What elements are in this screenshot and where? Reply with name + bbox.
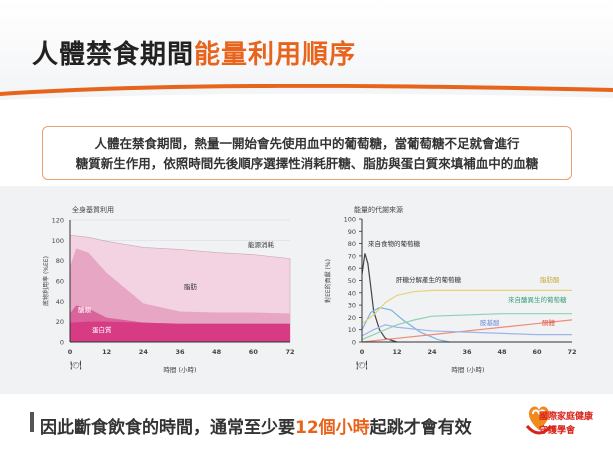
right-y-tick: 60 bbox=[348, 265, 356, 273]
right-x-tick: 12 bbox=[392, 348, 401, 356]
left-y-tick: 100 bbox=[52, 237, 64, 245]
right-series-line bbox=[361, 313, 572, 341]
logo-line-1: 國際家庭健康 bbox=[539, 412, 594, 422]
left-y-tick: 80 bbox=[56, 257, 64, 265]
left-y-tick: 60 bbox=[56, 278, 64, 286]
logo-line-2: 守護學會 bbox=[539, 426, 576, 436]
chart-panel: 全身基質利用 0 20 40 60 80 100 120 0 12 24 36 48 60 72 時間 (小時… bbox=[0, 186, 613, 394]
header-swoosh bbox=[0, 84, 613, 106]
left-x-tick: 60 bbox=[249, 348, 259, 356]
left-meal-icon: 🍽 bbox=[70, 360, 82, 371]
right-y-tick: 80 bbox=[348, 240, 356, 248]
bottom-text-a: 因此斷食飲食的時間，通常至少要 bbox=[40, 418, 295, 438]
left-y-tick: 0 bbox=[60, 339, 64, 347]
right-series-line bbox=[361, 324, 572, 337]
right-label-glycogen: 肝糖分解產生的葡萄糖 bbox=[396, 275, 462, 284]
left-y-tick: 120 bbox=[52, 217, 64, 225]
left-x-tick: 0 bbox=[68, 348, 73, 356]
left-x-label: 時間 (小時) bbox=[163, 365, 196, 374]
logo-text: 國際家庭健康 守護學會 bbox=[539, 410, 593, 438]
right-label-ketone: 酮體 bbox=[542, 318, 556, 327]
page-title: 人體禁食期間能量利用順序 bbox=[32, 34, 356, 71]
right-label-gng: 來自醣異生的葡萄糖 bbox=[508, 295, 567, 304]
right-x-tick: 36 bbox=[462, 348, 472, 356]
description-box: 人體在禁食期間，熱量一開始會先使用血中的葡萄糖，當葡萄糖不足就會進行 糖質新生作… bbox=[42, 126, 572, 180]
right-x-tick: 72 bbox=[567, 348, 576, 356]
left-x-tick: 48 bbox=[212, 348, 222, 356]
heart-logo-icon bbox=[525, 406, 553, 435]
left-label-carb: 醣類 bbox=[78, 305, 92, 314]
left-series-area bbox=[70, 321, 290, 342]
right-label-food: 來自食物的葡萄糖 bbox=[368, 239, 421, 248]
right-series-line bbox=[361, 319, 573, 343]
bottom-text-highlight: 12個小時 bbox=[295, 418, 370, 438]
right-x-tick: 60 bbox=[532, 348, 542, 356]
right-series-line bbox=[361, 253, 398, 343]
left-label-fat: 脂肪 bbox=[184, 282, 198, 291]
right-y-tick: 90 bbox=[348, 228, 356, 236]
left-label-protein: 蛋白質 bbox=[92, 325, 112, 334]
right-y-label: 對EE的貢獻 (%) bbox=[324, 259, 332, 303]
right-y-tick: 0 bbox=[352, 339, 356, 347]
left-series-area bbox=[70, 248, 290, 342]
description-line-2: 糖質新生作用，依照時間先後順序選擇性消耗肝糖、脂肪與蛋白質來填補血中的血糖 bbox=[75, 156, 539, 171]
right-x-tick: 0 bbox=[360, 348, 365, 356]
header-band bbox=[0, 0, 613, 100]
description-line-1: 人體在禁食期間，熱量一開始會先使用血中的葡萄糖，當葡萄糖不足就會進行 bbox=[94, 136, 520, 151]
bottom-accent-bar bbox=[30, 412, 34, 432]
right-series-line bbox=[361, 289, 572, 325]
right-label-fatty-acid: 脂肪酸 bbox=[540, 275, 560, 284]
left-y-tick: 20 bbox=[56, 318, 64, 326]
right-label-amino: 胺基酸 bbox=[480, 318, 500, 327]
right-series-line bbox=[361, 306, 450, 343]
right-y-tick: 50 bbox=[348, 277, 356, 285]
bottom-text-c: 起跳才會有效 bbox=[369, 418, 472, 438]
right-chart-title: 能量的代謝來源 bbox=[354, 205, 403, 214]
right-x-tick: 48 bbox=[497, 348, 507, 356]
right-chart: 能量的代謝來源 0 10 20 30 40 50 60 70 80 90 100 0 12 24 36 48 60… bbox=[324, 205, 577, 374]
right-y-tick: 70 bbox=[348, 252, 356, 260]
right-y-tick: 10 bbox=[348, 326, 356, 334]
left-x-tick: 36 bbox=[175, 348, 185, 356]
title-highlight: 能量利用順序 bbox=[194, 40, 357, 70]
left-y-tick: 40 bbox=[56, 298, 64, 306]
right-x-tick: 24 bbox=[427, 348, 437, 356]
left-chart-title: 全身基質利用 bbox=[72, 205, 114, 214]
left-label-energy: 能源消耗 bbox=[248, 240, 275, 249]
left-x-tick: 24 bbox=[139, 348, 149, 356]
right-y-tick: 40 bbox=[348, 289, 356, 297]
left-y-label: 底物利用率 (%EE) bbox=[42, 256, 50, 306]
title-main: 人體禁食期間 bbox=[32, 40, 195, 70]
right-x-label: 時間 (小時) bbox=[451, 365, 484, 374]
right-meal-icon: 🍽 bbox=[356, 360, 368, 371]
left-chart: 全身基質利用 0 20 40 60 80 100 120 0 12 24 36 48 60 72 時間 (小時… bbox=[42, 205, 295, 374]
left-x-tick: 72 bbox=[285, 348, 294, 356]
right-y-tick: 100 bbox=[344, 216, 356, 224]
left-x-tick: 12 bbox=[102, 348, 111, 356]
bottom-message: 因此斷食飲食的時間，通常至少要12個小時起跳才會有效 bbox=[40, 413, 472, 438]
right-y-tick: 20 bbox=[348, 314, 356, 322]
right-y-tick: 30 bbox=[348, 302, 356, 310]
